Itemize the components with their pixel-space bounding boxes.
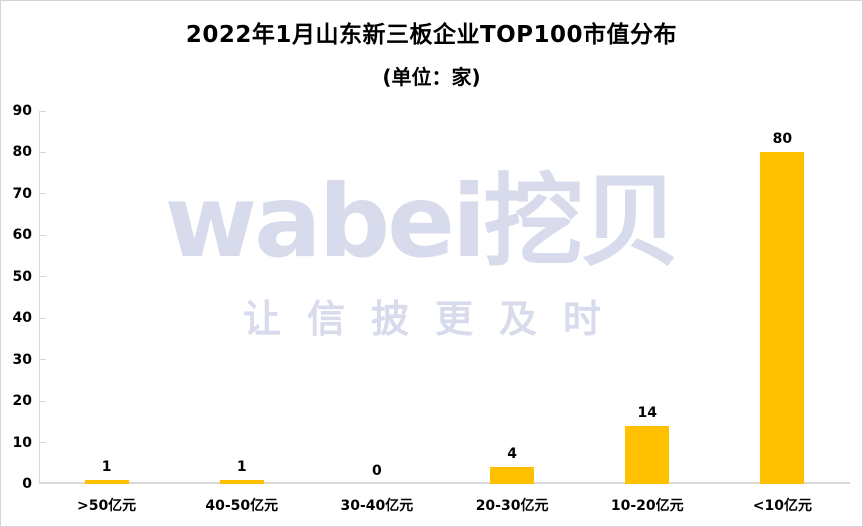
y-axis-tick-label-80: 80: [12, 144, 32, 161]
y-axis-tick-mark-90: [40, 110, 46, 112]
y-axis-tick-mark-50: [40, 276, 46, 278]
y-axis-tick-label-50: 50: [12, 268, 32, 285]
y-axis-tick-label-10: 10: [12, 434, 32, 451]
y-axis-tick-label-30: 30: [12, 351, 32, 368]
plot-area: [39, 110, 850, 484]
x-axis-category-label-30-40亿元: 30-40亿元: [340, 498, 414, 514]
x-axis-category-label-40-50亿元: 40-50亿元: [205, 498, 279, 514]
y-axis-tick-mark-20: [40, 400, 46, 402]
chart-subtitle: (单位：家): [382, 65, 481, 89]
y-axis-tick-label-20: 20: [12, 393, 32, 410]
bar-40-50亿元: [219, 480, 264, 484]
bar-value-label-10-20亿元: 14: [637, 405, 657, 421]
x-axis-category-label-<10亿元: <10亿元: [752, 498, 813, 514]
x-axis-category-label->50亿元: >50亿元: [76, 498, 137, 514]
y-axis-tick-label-70: 70: [12, 185, 32, 202]
y-axis-tick-mark-80: [40, 151, 46, 153]
bar-value-label-20-30亿元: 4: [507, 446, 517, 462]
y-axis-tick-label-60: 60: [12, 227, 32, 244]
y-axis-tick-mark-30: [40, 359, 46, 361]
bar-value-label-40-50亿元: 1: [236, 459, 247, 475]
x-axis-category-label-20-30亿元: 20-30亿元: [475, 498, 549, 514]
bar-10-20亿元: [625, 426, 670, 484]
bar-value-label->50亿元: 1: [101, 459, 112, 475]
y-axis-tick-label-90: 90: [12, 103, 32, 119]
chart-title: 2022年1月山东新三板企业TOP100市值分布: [185, 22, 678, 48]
y-axis-tick-mark-10: [40, 442, 46, 444]
y-axis-tick-mark-40: [40, 317, 46, 319]
y-axis-tick-label-0: 0: [22, 476, 32, 492]
bar-20-30亿元: [490, 467, 535, 484]
y-axis-tick-label-40: 40: [12, 310, 32, 327]
bar->50亿元: [84, 480, 129, 484]
x-axis-category-label-10-20亿元: 10-20亿元: [610, 498, 684, 514]
y-axis-tick-mark-60: [40, 234, 46, 236]
bar-value-label-<10亿元: 80: [772, 131, 793, 147]
bar-<10亿元: [760, 152, 805, 484]
y-axis-tick-mark-70: [40, 193, 46, 195]
bar-value-label-30-40亿元: 0: [372, 463, 382, 479]
